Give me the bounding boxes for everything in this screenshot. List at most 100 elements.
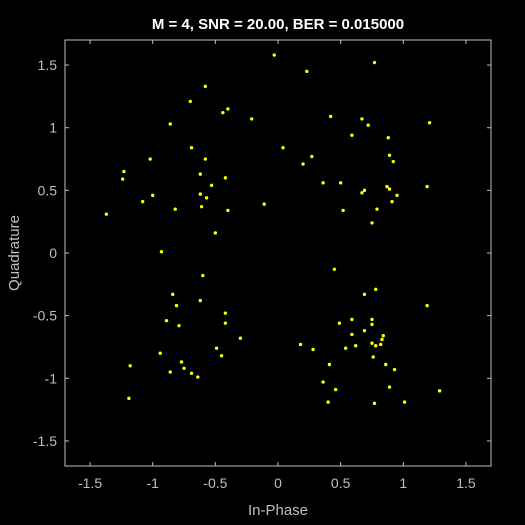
scatter-point <box>204 196 209 200</box>
scatter-point <box>362 188 367 193</box>
scatter-point <box>198 298 203 303</box>
scatter-point <box>333 387 338 392</box>
scatter-point <box>371 355 375 359</box>
y-axis-label: Quadrature <box>6 215 23 291</box>
scatter-point <box>305 69 309 74</box>
scatter-point <box>171 292 175 297</box>
scatter-point <box>249 117 254 121</box>
scatter-point <box>387 385 392 389</box>
scatter-point <box>201 273 205 278</box>
y-tick-label: 1.5 <box>38 57 58 73</box>
x-tick-label: -1 <box>146 475 159 491</box>
scatter-point <box>375 207 379 211</box>
scatter-point <box>203 84 208 89</box>
scatter-point <box>350 317 354 322</box>
scatter-point <box>214 346 219 350</box>
y-tick-label: -1.5 <box>33 433 57 449</box>
scatter-point <box>326 400 330 404</box>
scatter-point <box>350 332 354 337</box>
scatter-point <box>127 396 131 401</box>
scatter-point <box>272 53 276 57</box>
scatter-point <box>386 136 390 140</box>
scatter-point <box>262 202 266 206</box>
scatter-point <box>310 154 314 159</box>
scatter-point <box>151 193 155 198</box>
scatter-point <box>120 177 125 181</box>
scatter-point <box>203 157 208 161</box>
y-tick-label: -0.5 <box>33 308 57 324</box>
scatter-point <box>140 199 145 204</box>
scatter-point <box>337 321 342 325</box>
scatter-point <box>189 146 194 150</box>
x-tick-label: 0.5 <box>331 475 351 491</box>
scatter-point <box>198 192 203 196</box>
scatter-point <box>362 328 367 333</box>
scatter-point <box>425 303 429 308</box>
scatter-point <box>387 187 392 191</box>
chart-title: M = 4, SNR = 20.00, BER = 0.015000 <box>152 16 404 33</box>
y-tick-label: -1 <box>45 370 58 386</box>
x-tick-label: 1.5 <box>456 475 476 491</box>
scatter-point <box>353 344 358 348</box>
scatter-point <box>437 389 442 393</box>
scatter-point <box>372 401 377 406</box>
scatter-point <box>219 354 224 358</box>
scatter-point <box>360 191 364 195</box>
x-tick-label: -0.5 <box>203 475 227 491</box>
scatter-point <box>384 362 388 367</box>
scatter-point <box>370 221 374 225</box>
scatter-point <box>298 342 303 347</box>
scatter-point <box>343 346 348 350</box>
scatter-point <box>390 199 394 204</box>
scatter-point <box>311 347 315 352</box>
plot-area: -1.5 -1 -0.5 0 0.5 1 1.5 -1.5 -1 -0.5 0 0.5 1 1.5 <box>33 39 492 491</box>
scatter-point <box>188 99 192 104</box>
scatter-point <box>104 212 109 216</box>
scatter-point <box>182 366 186 370</box>
scatter-point <box>362 292 367 297</box>
scatter-point <box>223 311 228 315</box>
scatter-point <box>226 107 230 111</box>
scatter-point <box>159 250 164 254</box>
scatter-point <box>395 193 399 198</box>
scatter-point <box>387 153 392 157</box>
scatter-point <box>223 321 228 325</box>
scatter-point <box>128 364 132 368</box>
scatter-point <box>402 400 407 404</box>
x-tick-label: 1 <box>399 475 407 491</box>
x-axis-label: In-Phase <box>248 502 308 519</box>
scatter-point <box>374 344 378 348</box>
scatter-point <box>381 333 385 338</box>
scatter-point <box>372 60 377 65</box>
scatter-point <box>122 169 126 174</box>
scatter-point <box>164 318 169 323</box>
scatter-point <box>168 122 172 126</box>
scatter-point <box>173 207 177 211</box>
scatter-point <box>196 375 200 379</box>
scatter-point <box>223 176 228 180</box>
scatter-point <box>221 110 225 115</box>
scatter-point <box>226 208 230 213</box>
scatter-point <box>148 157 152 161</box>
scatter-point <box>238 336 243 340</box>
scatter-point <box>168 370 172 374</box>
scatter-point <box>213 231 218 235</box>
scatter-point <box>427 120 432 125</box>
scatter-point <box>179 360 184 364</box>
scatter-point <box>174 303 179 308</box>
scatter-point <box>189 371 194 375</box>
scatter-point <box>199 204 204 209</box>
y-tick-label: 0 <box>49 245 57 261</box>
scatter-point <box>321 380 325 384</box>
scatter-point <box>321 181 325 185</box>
scatter-point <box>158 351 162 355</box>
scatter-point <box>327 362 332 367</box>
scatter-point <box>370 341 374 345</box>
scatter-point <box>332 267 337 271</box>
scatter-point <box>366 123 370 127</box>
scatter-point <box>177 323 181 328</box>
scatter-point <box>379 342 383 347</box>
scatter-point <box>391 159 395 164</box>
